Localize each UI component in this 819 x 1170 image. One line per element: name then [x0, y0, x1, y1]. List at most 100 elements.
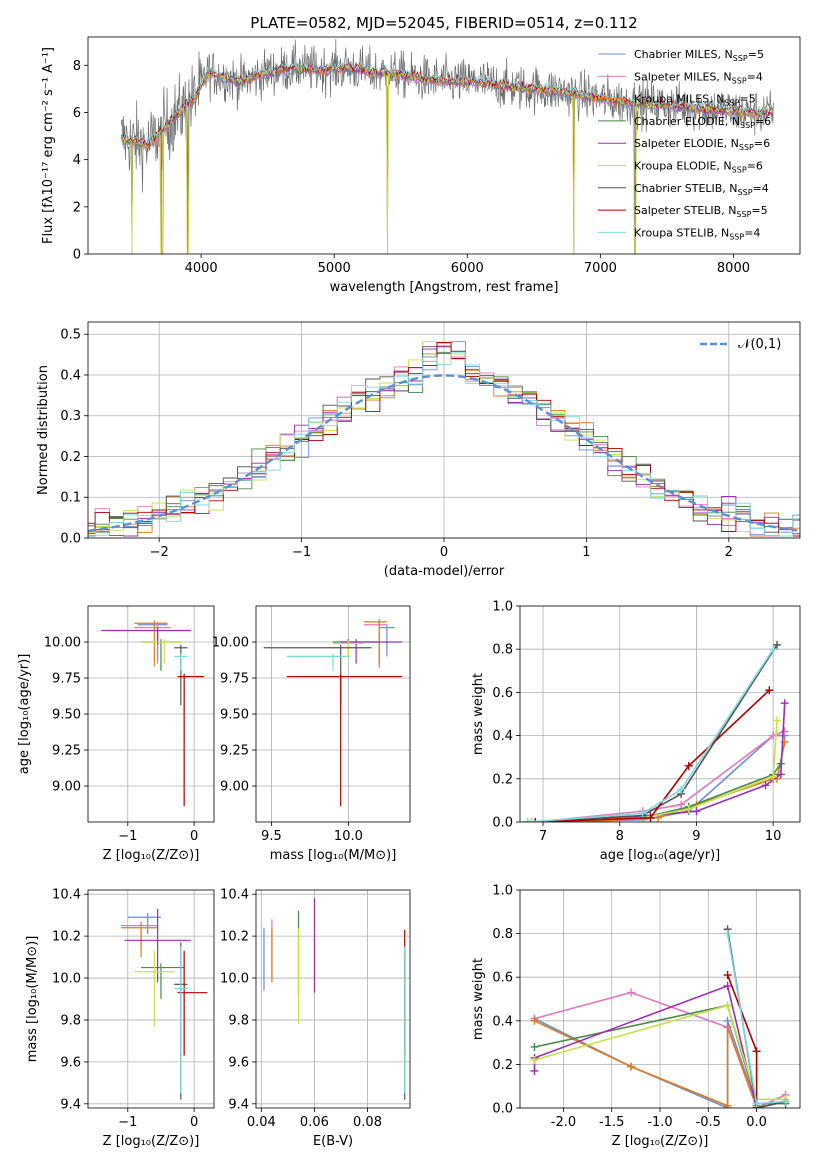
- mass_vs_Z-xtick-label: 0: [190, 1115, 198, 1130]
- mass_weight_vs_age-panel: 7 8 9 10 0.0 0.2 0.4 0.6 0.8 1.0 age [log₁₀(age/yr…: [471, 600, 801, 863]
- legend-value: =4: [753, 182, 769, 195]
- legend-value: =6: [747, 160, 763, 173]
- mass_weight_vs_age-marker: [531, 818, 540, 822]
- age_vs_mass-frame: [255, 605, 411, 823]
- spectrum-xtick-label: 6000: [451, 261, 484, 276]
- mass_vs_Z-ytick-label: 9.6: [60, 1055, 81, 1070]
- mass_weight_vs_Z-marker: [530, 1056, 539, 1065]
- mass_vs_Z-ylabel: mass [log₁₀(M/M⊙)]: [25, 936, 40, 1063]
- age_vs_mass-ytick-label: 9.00: [220, 780, 249, 795]
- legend-name: Kroupa STELIB, N: [634, 226, 729, 239]
- mass_weight_vs_Z-series-5: [534, 1004, 786, 1101]
- mass_weight_vs_age-marker: [776, 770, 785, 779]
- mass_weight_vs_age-series-1: [535, 730, 785, 822]
- spectrum-ytick-label: 8: [73, 59, 81, 74]
- mass_vs_EBV-ytick-label: 9.8: [228, 1013, 249, 1028]
- legend-name: Kroupa MILES, N: [634, 93, 724, 106]
- mass_vs_Z-ytick-label: 10.0: [52, 972, 81, 987]
- spectrum-panel: 4000 5000 6000 7000 8000 0 2 4 6 8 wavelength [Ang…: [41, 14, 801, 295]
- mass_weight_vs_Z-xtick-label: -2.0: [551, 1115, 576, 1130]
- residuals-ytick-label: 0.1: [60, 491, 81, 506]
- mass_weight_vs_Z-frame: [519, 889, 801, 1109]
- legend-sub: SSP: [729, 232, 744, 241]
- spectrum-title: PLATE=0582, MJD=52045, FIBERID=0514, z=0…: [250, 14, 637, 32]
- residuals-panel: −2 −1 0 1 2 0.0 0.1 0.2 0.3 0.4 0.5 (data-model)/er…: [36, 321, 801, 579]
- mass_weight_vs_age-series-8: [527, 648, 774, 822]
- mass_weight_vs_age-marker: [684, 805, 693, 814]
- legend-name: Salpeter MILES, N: [634, 70, 732, 83]
- spectrum-ylabel: Flux [fλ10⁻¹⁷ erg cm⁻² s⁻¹ A⁻¹]: [41, 47, 56, 244]
- mass_vs_Z-plot-area: [88, 890, 214, 1108]
- mass_weight_vs_Z-marker: [781, 1097, 790, 1106]
- mass_weight_vs_age-marker: [765, 686, 774, 695]
- mass_weight_vs_Z-marker: [530, 1016, 539, 1025]
- mass_vs_Z-frame: [87, 889, 215, 1109]
- mass_vs_Z-ytick-label: 10.4: [52, 888, 81, 903]
- mass_vs_EBV-panel: 0.04 0.06 0.08 9.4 9.6 9.8 10.0 10.2 10.4 E(B-V): [220, 888, 411, 1149]
- legend-value: =6: [754, 137, 770, 150]
- legend-sub: SSP: [738, 188, 753, 197]
- mass_weight_vs_age-marker: [692, 807, 701, 816]
- mass_weight_vs_Z-ytick-label: 1.0: [492, 884, 513, 899]
- mass_weight_vs_age-xtick-label: 9: [692, 829, 700, 844]
- mass_weight_vs_age-marker: [772, 716, 781, 725]
- mass_vs_EBV-ytick-label: 10.0: [220, 972, 249, 987]
- age_vs_Z-ytick-label: 9.00: [52, 780, 81, 795]
- legend-value: =4: [747, 70, 763, 83]
- mass_weight_vs_Z-series-0: [534, 1017, 758, 1108]
- legend-entry: Salpeter STELIB, NSSP=5: [634, 204, 768, 219]
- residuals-xtick-label: 1: [582, 545, 590, 560]
- legend-entry: Chabrier ELODIE, NSSP=6: [634, 115, 771, 130]
- mass_weight_vs_age-xtick-label: 10: [765, 829, 782, 844]
- mass_vs_EBV-frame: [255, 889, 411, 1109]
- residual-hist-2: [88, 346, 800, 537]
- mass_weight_vs_age-marker: [523, 818, 532, 822]
- legend-name: Chabrier ELODIE, N: [634, 115, 740, 128]
- legend-value: =5: [739, 93, 755, 106]
- age_vs_Z-xlabel: Z [log₁₀(Z/Z⊙)]: [103, 848, 200, 863]
- legend-value: =5: [751, 204, 767, 217]
- residual-hist-4: [88, 345, 800, 537]
- mass_weight_vs_age-marker: [646, 813, 655, 822]
- legend-name: Salpeter STELIB, N: [634, 204, 736, 217]
- spectrum-ytick-label: 2: [73, 200, 81, 215]
- mass_weight_vs_Z-marker: [752, 1099, 761, 1108]
- mass_weight_vs_age-frame: [519, 605, 801, 823]
- mass_vs_EBV-ytick-label: 10.2: [220, 930, 249, 945]
- legend-entry: Chabrier MILES, NSSP=5: [634, 48, 764, 63]
- residuals-ytick-label: 0.2: [60, 450, 81, 465]
- spectrum-ytick-label: 6: [73, 106, 81, 121]
- spectrum-xlabel: wavelength [Angstrom, rest frame]: [330, 280, 559, 295]
- mass_weight_vs_Z-marker: [530, 1042, 539, 1051]
- mass_vs_Z-xlabel: Z [log₁₀(Z/Z⊙)]: [103, 1134, 200, 1149]
- legend-name: Salpeter ELODIE, N: [634, 137, 739, 150]
- mass_weight_vs_Z-marker: [752, 1047, 761, 1056]
- age_vs_Z-frame: [87, 605, 215, 823]
- mass_weight_vs_Z-marker: [723, 1023, 732, 1032]
- legend-sub: SSP: [732, 166, 747, 175]
- age_vs_mass-xtick-label: 10.0: [334, 829, 363, 844]
- legend-value: =6: [755, 115, 771, 128]
- age_vs_mass-panel: 9.5 10.0 9.00 9.25 9.50 9.75 10.00 mass [log₁₀(…: [212, 605, 411, 863]
- mass_weight_vs_age-marker: [677, 785, 686, 794]
- mass_weight_vs_Z-marker: [627, 1062, 636, 1071]
- mass_weight_vs_Z-marker: [723, 981, 732, 990]
- age_vs_mass-ytick-label: 10.00: [212, 636, 249, 651]
- mass_weight_vs_Z-marker: [627, 988, 636, 997]
- mass_weight_vs_age-series-7: [535, 689, 770, 822]
- legend-sub: SSP: [732, 76, 747, 85]
- residuals-ytick-label: 0.3: [60, 409, 81, 424]
- mass_vs_EBV-ytick-label: 9.6: [228, 1055, 249, 1070]
- mass_weight_vs_Z-marker: [723, 971, 732, 980]
- spectrum-xtick-label: 7000: [584, 261, 617, 276]
- residuals-xtick-label: 2: [725, 545, 733, 560]
- legend-name: Chabrier STELIB, N: [634, 182, 738, 195]
- mass_weight_vs_age-marker: [769, 772, 778, 781]
- mass_vs_Z-ytick-label: 9.8: [60, 1013, 81, 1028]
- age_vs_mass-ytick-label: 9.75: [220, 672, 249, 687]
- age_vs_Z-ylabel: age [log₁₀(age/yr)]: [17, 654, 32, 775]
- legend-sub: SSP: [739, 143, 754, 152]
- spectrum-series-kroupa-stelib: [121, 60, 774, 145]
- mass_weight_vs_age-marker: [769, 645, 778, 654]
